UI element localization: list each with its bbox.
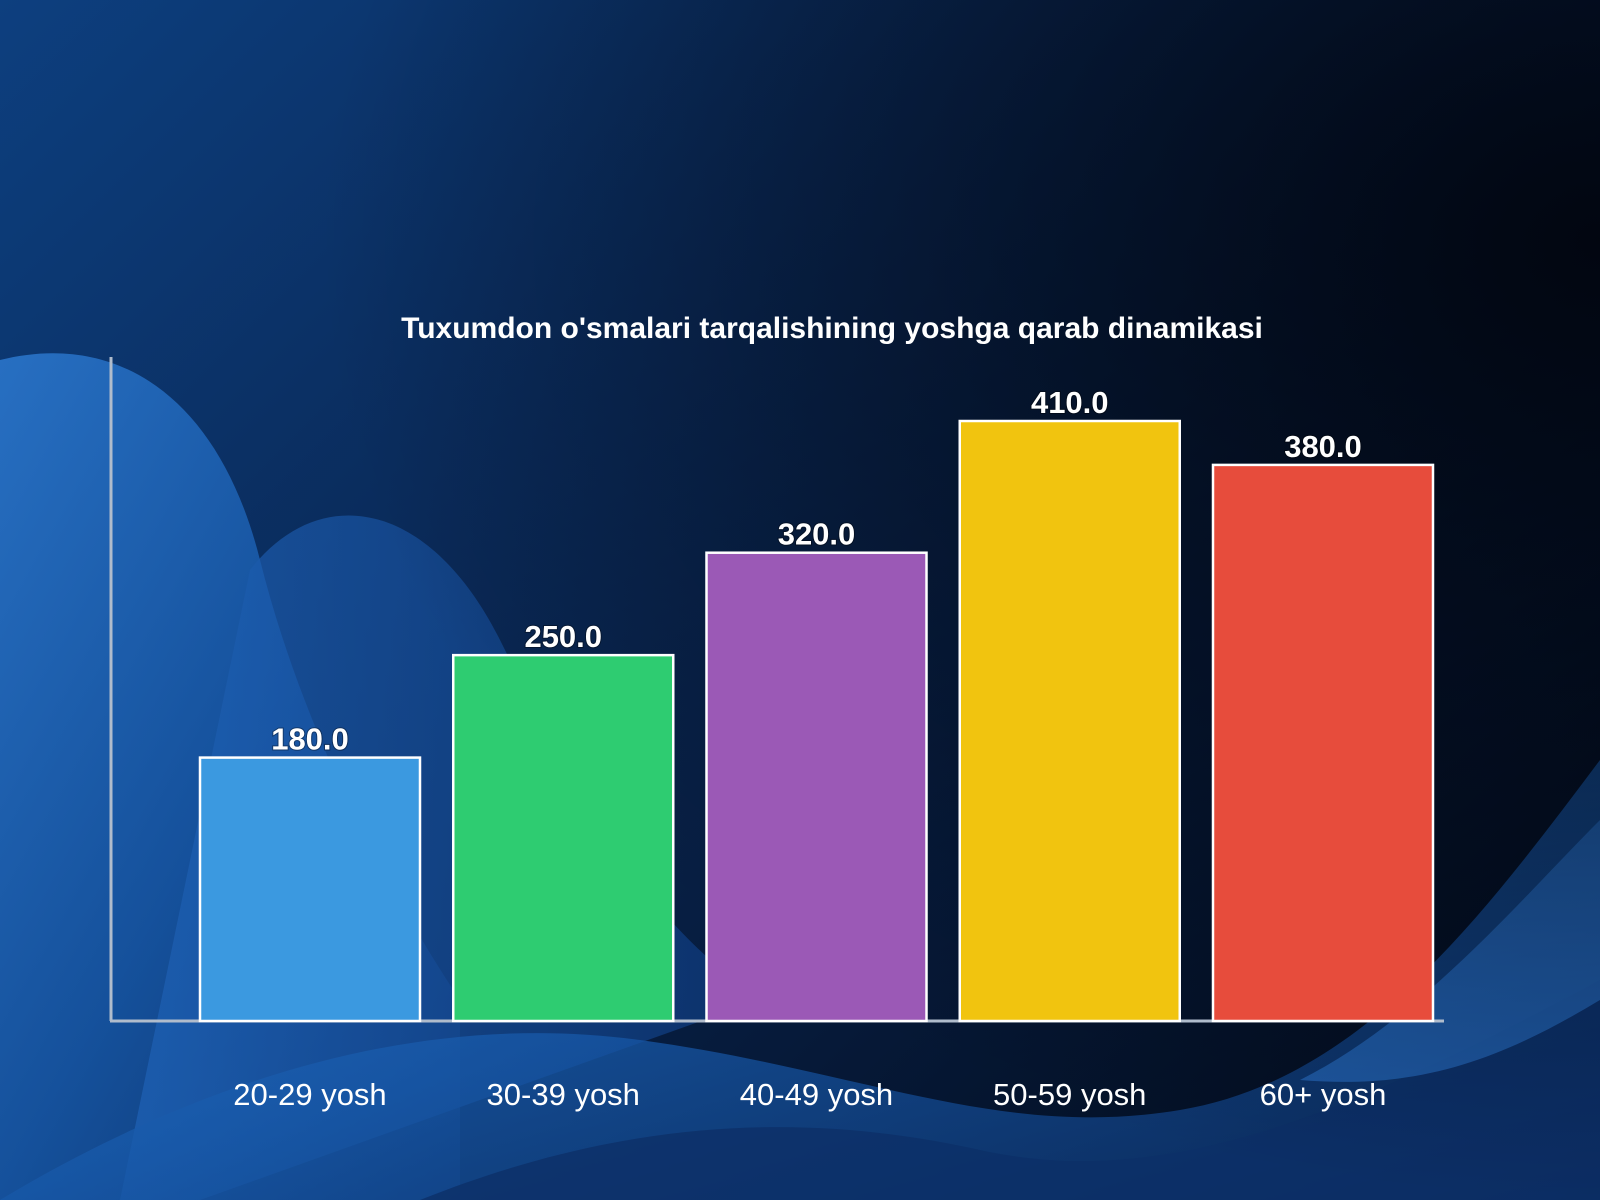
bar-2: [452, 653, 675, 1023]
bar-1: [198, 756, 422, 1023]
bars-group: [198, 419, 1435, 1023]
category-label-1: 20-29 yosh: [233, 1077, 386, 1112]
value-label-5: 380.0: [1284, 429, 1362, 464]
bar-4: [958, 419, 1181, 1023]
category-label-5: 60+ yosh: [1260, 1077, 1387, 1112]
value-label-4: 410.0: [1031, 385, 1109, 420]
bar-5: [1211, 463, 1435, 1023]
category-label-3: 40-49 yosh: [740, 1077, 893, 1112]
chart-title: Tuxumdon o'smalari tarqalishining yoshga…: [401, 312, 1263, 345]
category-labels-group: 20-29 yosh 30-39 yosh 40-49 yosh 50-59 yosh…: [233, 1077, 1386, 1112]
value-labels-group: 180.0 250.0 320.0 410.0 380.0: [270, 384, 1363, 758]
value-label-2: 250.0: [524, 619, 602, 654]
value-label-1: 180.0: [271, 722, 349, 757]
value-label-3: 320.0: [778, 517, 856, 552]
bar-3: [705, 551, 928, 1023]
category-label-4: 50-59 yosh: [993, 1077, 1146, 1112]
category-label-2: 30-39 yosh: [487, 1077, 640, 1112]
